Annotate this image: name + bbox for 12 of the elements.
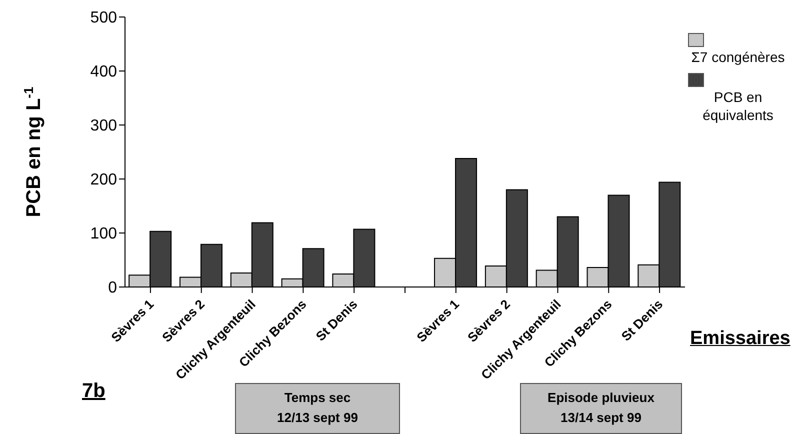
text: Episode pluvieux 13/14 sept 99	[520, 383, 682, 434]
text: Temps sec 12/13 sept 99	[235, 383, 400, 434]
text: 7b	[82, 380, 106, 403]
y-tick-label: 100	[90, 226, 118, 243]
y-tick-label: 200	[90, 172, 118, 189]
y-tick-label: 300	[90, 118, 118, 135]
y-tick-label: 0	[108, 280, 118, 297]
x-axis-title: Emissaires	[690, 328, 790, 350]
y-tick-label: 500	[90, 10, 118, 27]
legend-label: PCB en équivalents	[702, 88, 774, 124]
y-tick-label: 400	[90, 64, 118, 81]
legend-label: Σ7 congénères	[690, 48, 786, 66]
